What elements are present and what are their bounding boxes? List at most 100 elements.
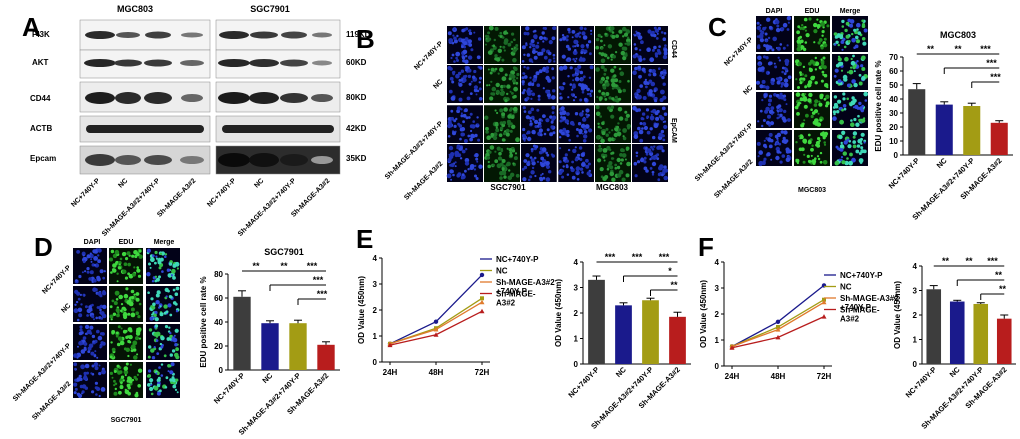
y-tick-label: 1 [913, 336, 918, 345]
lane-label: NC+740Y-P [70, 177, 101, 208]
micrograph-merge [832, 130, 868, 166]
bar [233, 296, 251, 370]
micrograph-edu [794, 92, 830, 128]
y-tick-label: 50 [889, 81, 898, 90]
data-point [387, 342, 393, 348]
y-tick-label: 80 [214, 270, 223, 279]
legend-label: A3#2 [496, 299, 516, 308]
x-tick-label: 48H [429, 368, 444, 377]
data-point [479, 308, 485, 314]
micrograph-merge [146, 362, 180, 398]
data-point [729, 345, 735, 350]
blot-row-akt: AKT 60KD [32, 49, 367, 79]
bar [926, 289, 942, 364]
edu-bar-chart-sgc7901: 0 20 40 60 80 SGC7901 EDU positive cell rate %… [199, 247, 340, 437]
y-tick-label: 2 [373, 306, 378, 315]
micrograph-blue [632, 105, 668, 143]
micrograph-blue [447, 65, 483, 103]
micrograph-blue [632, 65, 668, 103]
y-tick-label: 4 [913, 262, 918, 271]
x-tick-label: 72H [817, 372, 832, 381]
series-line [731, 301, 825, 348]
micrograph-blue [73, 324, 107, 360]
micrograph-blue [447, 105, 483, 143]
sig-star: ** [670, 280, 678, 290]
sig-star: ** [927, 44, 935, 54]
micrograph-blue [521, 26, 557, 64]
blot-lane-labels: NC+740Y-P NC Sh-MAGE-A3#2+740Y-P Sh-MAGE… [70, 177, 331, 238]
sig-star: *** [990, 72, 1001, 82]
y-tick-label: 3 [913, 287, 918, 296]
data-point [433, 332, 439, 337]
blot-cellline-2: SGC7901 [250, 4, 290, 14]
sig-star: *** [980, 44, 991, 54]
edu-header: DAPI [84, 239, 101, 246]
if-row-label: NC+740Y-P [413, 40, 444, 71]
bar [615, 305, 632, 364]
edu-images-sgc7901: DAPI EDU Merge NC+740Y-P NC Sh-MAGE-A3#2… [12, 239, 180, 424]
if-row-label: NC [432, 78, 444, 90]
data-point [821, 299, 827, 305]
data-point [433, 327, 439, 332]
y-axis-label: EDU positive cell rate % [874, 60, 883, 151]
micrograph-blue [756, 16, 792, 52]
bar [289, 323, 307, 370]
lane-label: NC+740Y-P [206, 177, 237, 208]
edu-header: Merge [154, 239, 175, 246]
micrograph-blue [521, 144, 557, 182]
blot-size-label: 42KD [346, 124, 367, 133]
micrograph-blue [521, 65, 557, 103]
y-tick-label: 3 [373, 280, 378, 289]
y-tick-label: 40 [214, 318, 223, 327]
data-point [480, 296, 484, 301]
bar [908, 89, 926, 155]
y-axis-label: OD Value (450nm) [893, 281, 902, 349]
cck8-bar-chart-f: 0 1 2 3 4 OD Value (450nm) NC+740Y-P NCSh-MAGE-… [893, 256, 1016, 431]
sig-star: ** [942, 256, 950, 266]
y-tick-label: 70 [889, 53, 898, 62]
sig-star: *** [986, 58, 997, 68]
bar [669, 316, 686, 364]
micrograph-blue [73, 248, 107, 284]
micrograph-blue [558, 105, 594, 143]
micrograph-edu [794, 54, 830, 90]
sig-star: *** [317, 289, 328, 299]
blot-row-actb: ACTB 42KD [30, 115, 367, 143]
micrograph-merge [146, 324, 180, 360]
legend-label: +740Y-P [496, 287, 528, 296]
micrograph-blue [632, 26, 668, 64]
edu-bar-chart-mgc803: 0 10 20 30 40 50 60 70 MGC803 EDU positive cell r… [874, 30, 1013, 222]
x-tick-label: NC+740Y-P [212, 371, 247, 406]
micrograph-green [484, 144, 520, 182]
y-tick-label: 0 [913, 360, 918, 369]
lane-label: Sh-MAGE-A3#2 [156, 177, 197, 218]
blot-protein-label: PI3K [32, 30, 50, 39]
x-tick-label: 72H [475, 368, 490, 377]
y-tick-label: 1 [373, 332, 378, 341]
data-point [479, 272, 485, 278]
y-tick-label: 10 [889, 137, 898, 146]
y-tick-label: 20 [214, 342, 223, 351]
y-tick-label: 40 [889, 95, 898, 104]
micrograph-merge [832, 16, 868, 52]
sig-star: *** [659, 252, 670, 262]
micrograph-blue [73, 286, 107, 322]
data-point [479, 299, 485, 305]
data-point [775, 327, 781, 332]
x-tick-label: NC [935, 156, 949, 170]
micrograph-blue [558, 26, 594, 64]
y-axis-label: OD Value (450nm) [357, 276, 366, 344]
y-tick-label: 0 [894, 151, 899, 160]
blot-size-label: 35KD [346, 154, 367, 163]
sig-star: * [668, 266, 672, 276]
lane-label: Sh-MAGE-A3#2+740Y-P [101, 177, 162, 238]
micrograph-edu [109, 362, 143, 398]
micrograph-blue [558, 144, 594, 182]
blot-cellline-1: MGC803 [117, 4, 153, 14]
y-tick-label: 20 [889, 123, 898, 132]
micrograph-green [595, 144, 631, 182]
edu-row-labels: NC+740Y-P NC Sh-MAGE-A3#2+740Y-P Sh-MAGE… [12, 264, 73, 421]
